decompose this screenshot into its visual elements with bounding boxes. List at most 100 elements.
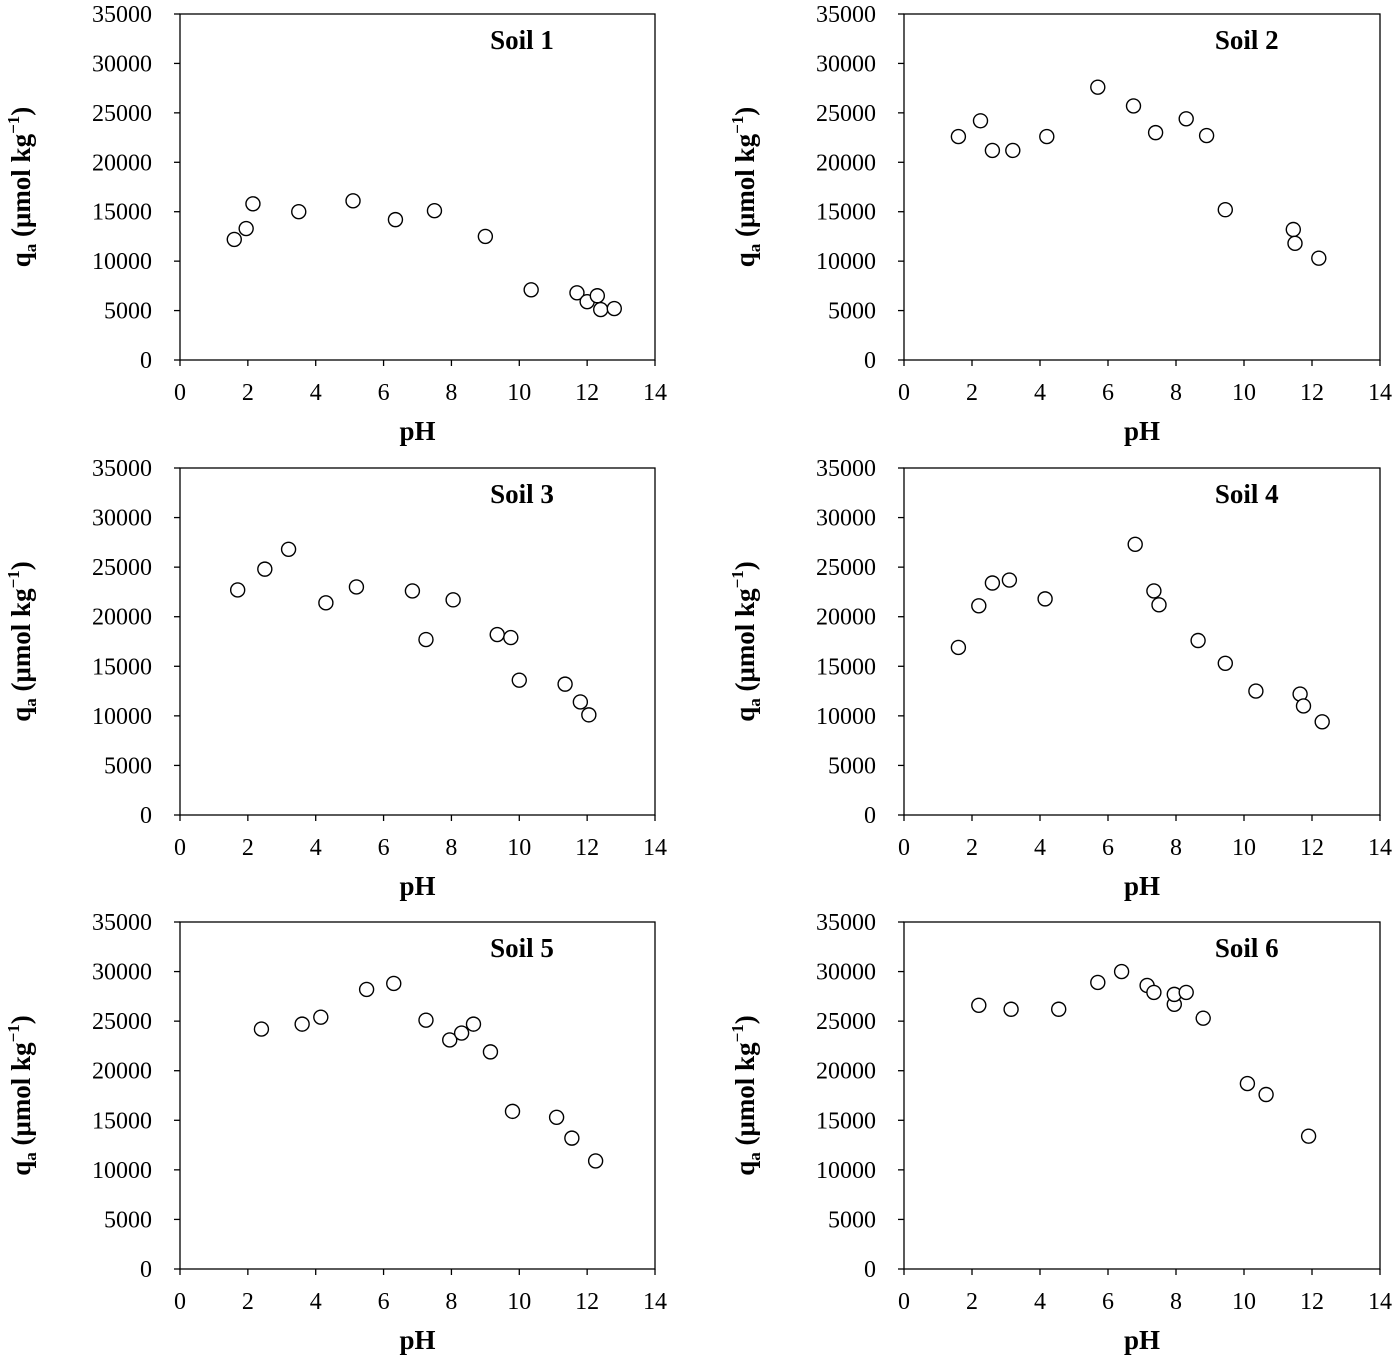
data-point bbox=[1248, 683, 1264, 699]
data-point bbox=[984, 575, 1001, 591]
data-point bbox=[418, 631, 434, 648]
data-point bbox=[972, 113, 989, 129]
y-tick-label: 20000 bbox=[816, 605, 876, 631]
data-point bbox=[1195, 1010, 1211, 1026]
y-tick-label: 10000 bbox=[816, 1158, 876, 1184]
data-point bbox=[503, 629, 519, 646]
data-point bbox=[291, 204, 307, 220]
y-tick-label: 35000 bbox=[92, 456, 152, 482]
data-point bbox=[587, 1153, 604, 1169]
plot-frame bbox=[179, 467, 656, 816]
x-tick-label: 6 bbox=[378, 380, 390, 406]
data-point bbox=[1178, 111, 1194, 127]
x-tick-label: 14 bbox=[1368, 835, 1392, 861]
data-point bbox=[313, 1009, 329, 1025]
data-point bbox=[1050, 1001, 1067, 1017]
chart-title: Soil 5 bbox=[490, 933, 554, 963]
data-point bbox=[1005, 142, 1021, 159]
x-tick-label: 14 bbox=[643, 835, 667, 861]
chart-panel-3: 0 2 4 6 8 10 12 14 0 5000 10000 15000 20000 25000 3000… bbox=[4, 456, 667, 901]
data-point bbox=[387, 211, 404, 228]
y-tick-label: 15000 bbox=[816, 654, 876, 680]
data-point bbox=[950, 128, 967, 145]
data-point bbox=[572, 694, 589, 710]
chart-title: Soil 3 bbox=[490, 479, 554, 509]
data-point bbox=[294, 1016, 310, 1032]
x-tick-label: 10 bbox=[1232, 835, 1256, 861]
data-point bbox=[1300, 1128, 1317, 1144]
data-point bbox=[1113, 963, 1130, 980]
data-point bbox=[404, 583, 421, 599]
data-point bbox=[245, 196, 261, 212]
x-axis-label: pH bbox=[399, 871, 435, 901]
plot-frame bbox=[903, 921, 1381, 1270]
data-point bbox=[348, 579, 365, 595]
data-point bbox=[1090, 79, 1106, 95]
x-tick-label: 2 bbox=[966, 1289, 978, 1315]
y-tick-label: 25000 bbox=[816, 555, 876, 581]
data-point bbox=[1037, 591, 1053, 607]
y-tick-label: 15000 bbox=[92, 654, 152, 680]
data-point bbox=[589, 288, 606, 304]
x-tick-label: 8 bbox=[445, 380, 457, 406]
chart-panel-2: 0 2 4 6 8 10 12 14 0 5000 10000 15000 20000 25000 3000… bbox=[728, 2, 1392, 446]
data-point bbox=[548, 1109, 565, 1126]
y-tick-label: 5000 bbox=[828, 299, 876, 325]
y-tick-label: 30000 bbox=[92, 506, 152, 532]
data-point bbox=[1125, 98, 1142, 114]
chart-title: Soil 2 bbox=[1215, 25, 1279, 55]
y-tick-label: 15000 bbox=[92, 1108, 152, 1134]
y-tick-label: 10000 bbox=[92, 249, 152, 275]
y-tick-label: 30000 bbox=[816, 506, 876, 532]
data-point bbox=[564, 1130, 580, 1146]
y-tick-label: 10000 bbox=[816, 249, 876, 275]
x-tick-label: 8 bbox=[1170, 835, 1182, 861]
x-tick-label: 10 bbox=[507, 1289, 531, 1315]
data-point bbox=[1147, 124, 1164, 141]
data-point bbox=[1146, 984, 1162, 1001]
data-point bbox=[229, 582, 246, 598]
x-tick-label: 8 bbox=[1170, 1289, 1182, 1315]
data-point bbox=[1039, 128, 1055, 145]
plot-frame bbox=[903, 467, 1381, 816]
x-tick-label: 10 bbox=[507, 835, 531, 861]
y-tick-label: 25000 bbox=[92, 1009, 152, 1035]
x-tick-label: 10 bbox=[1232, 380, 1256, 406]
chart-panel-1: 0 2 4 6 8 10 12 14 0 5000 10000 15000 20000 25000 3000… bbox=[4, 2, 667, 446]
x-tick-label: 6 bbox=[1102, 835, 1114, 861]
x-tick-label: 4 bbox=[1034, 380, 1046, 406]
data-point bbox=[1217, 655, 1234, 672]
x-tick-label: 0 bbox=[898, 1289, 910, 1315]
x-tick-label: 2 bbox=[966, 835, 978, 861]
y-tick-label: 30000 bbox=[816, 51, 876, 77]
data-point bbox=[1127, 536, 1143, 553]
chart-title: Soil 1 bbox=[490, 25, 554, 55]
x-axis-label: pH bbox=[1124, 416, 1160, 446]
y-tick-label: 15000 bbox=[92, 200, 152, 226]
chart-title: Soil 6 bbox=[1215, 933, 1279, 963]
data-point bbox=[971, 997, 987, 1013]
x-tick-label: 8 bbox=[445, 835, 457, 861]
data-point bbox=[950, 639, 967, 656]
x-tick-label: 14 bbox=[643, 1289, 667, 1315]
x-tick-label: 4 bbox=[310, 835, 322, 861]
x-tick-label: 2 bbox=[966, 380, 978, 406]
y-axis-label: qa (μmol kg−1) bbox=[4, 561, 40, 722]
y-tick-label: 15000 bbox=[816, 200, 876, 226]
y-axis-label: qa (μmol kg−1) bbox=[728, 561, 764, 722]
x-tick-label: 12 bbox=[1300, 1289, 1324, 1315]
data-point bbox=[386, 975, 402, 992]
x-axis-label: pH bbox=[399, 1325, 435, 1355]
data-point bbox=[504, 1103, 521, 1120]
data-point bbox=[1239, 1075, 1256, 1092]
y-tick-label: 30000 bbox=[92, 51, 152, 77]
y-tick-label: 0 bbox=[864, 1257, 876, 1283]
data-point bbox=[1090, 974, 1106, 991]
y-tick-label: 25000 bbox=[816, 101, 876, 127]
data-point bbox=[477, 228, 494, 245]
y-tick-label: 20000 bbox=[816, 150, 876, 176]
y-tick-label: 20000 bbox=[92, 605, 152, 631]
x-tick-label: 12 bbox=[575, 1289, 599, 1315]
